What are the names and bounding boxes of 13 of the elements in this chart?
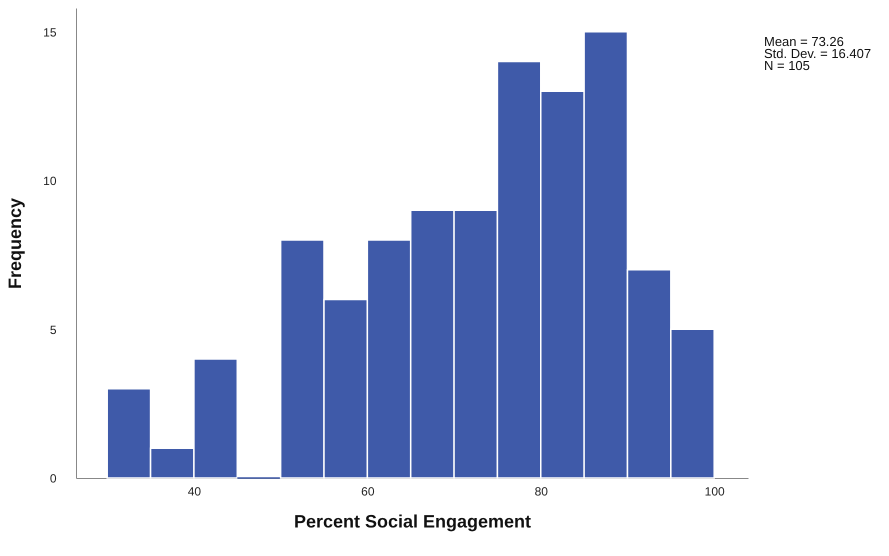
y-tick-label: 5: [50, 322, 57, 337]
x-tick-label: 100: [704, 484, 726, 498]
x-tick-label: 40: [188, 484, 202, 498]
y-tick-label: 0: [50, 472, 57, 486]
text: Mean = 73.26: [764, 34, 844, 49]
x-tick-label: 60: [361, 484, 375, 498]
x-tick-label: 80: [534, 484, 548, 498]
x-axis-title: Percent Social Engagement: [294, 512, 532, 532]
text: N = 105: [764, 58, 810, 73]
y-tick-label: 15: [43, 25, 57, 40]
text: Std. Dev. = 16.407: [764, 46, 872, 61]
y-axis-title: Frequency: [5, 198, 26, 290]
y-tick-label: 10: [43, 174, 57, 188]
